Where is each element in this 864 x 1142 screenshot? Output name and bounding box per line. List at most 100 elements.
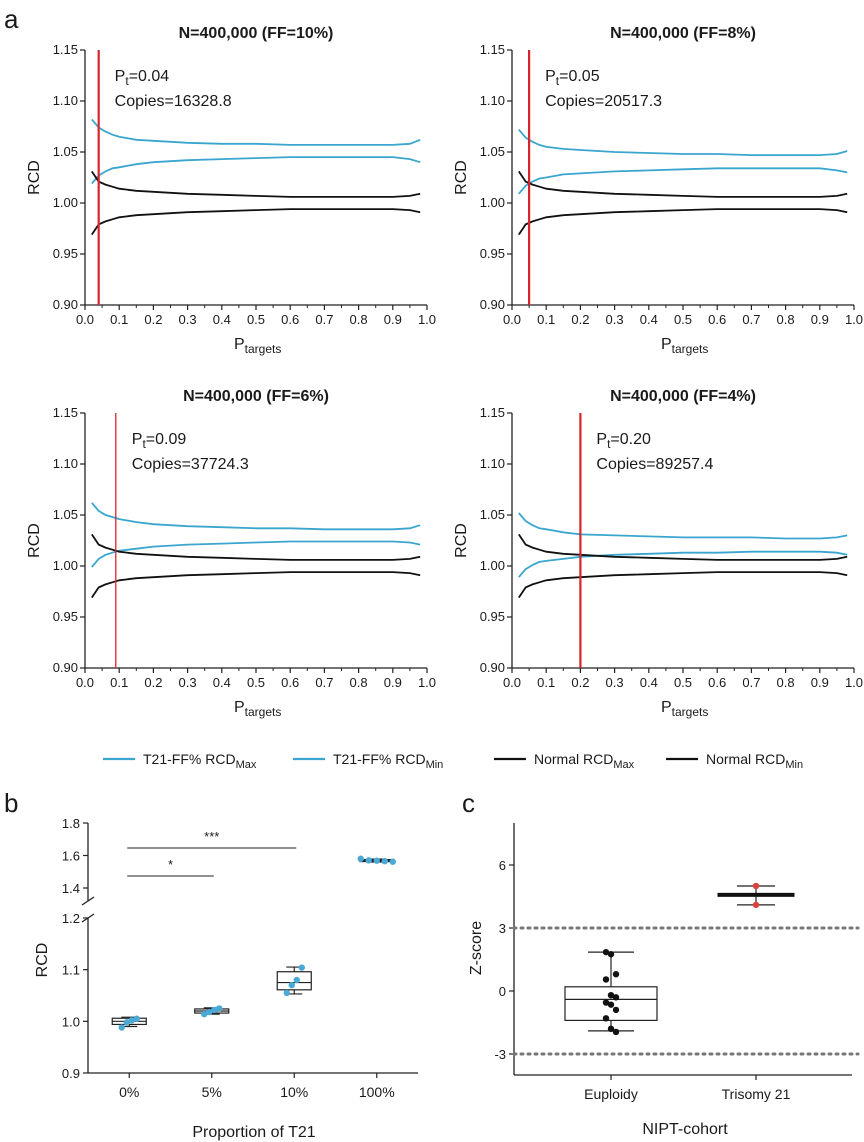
data-point [607,951,615,958]
x-tick-label: 0% [119,1084,139,1100]
pt-annotation: Pt=0.04 [115,68,170,88]
data-point [201,1010,208,1018]
data-point [612,994,620,1001]
series-line-t21-max [518,512,848,540]
panel-label-c: c [462,788,475,818]
series-line-normal-min [91,571,421,599]
legend: T21-FF% RCDMax T21-FF% RCDMin Normal RCDMa… [103,751,803,771]
x-tick-label: 0.1 [110,675,128,690]
y-tick-label: 1.10 [53,93,78,108]
y-tick-label: 6 [499,858,506,873]
x-tick-label: 0.2 [144,675,162,690]
series-line-t21-max [91,502,421,531]
data-point [389,858,396,865]
x-tick-label: Trisomy 21 [722,1086,791,1102]
data-point [612,1006,620,1014]
y-tick-label: 1.10 [53,456,78,471]
x-tick-label: 0.0 [76,312,94,327]
copies-annotation: Copies=16328.8 [115,93,232,110]
data-point [365,857,372,864]
x-tick-label: 0.3 [179,312,197,327]
line-chart-ff4: N=400,000 (FF=4%) 0.90 0.95 1.00 1.05 1.10 1.1… [453,388,863,719]
y-tick-label: 1.1 [62,963,80,978]
chart-title: N=400,000 (FF=10%) [179,25,334,42]
data-point [607,1025,615,1033]
data-point [216,1005,223,1012]
data-point [602,976,610,983]
axis-break-mark [81,896,95,906]
data-point [298,964,305,971]
x-tick-label: 0.6 [708,312,726,327]
series-line-normal-max [91,170,421,198]
data-point [293,976,300,984]
y-tick-label: 1.05 [480,144,505,159]
box-chart-proportion-t21: 1.4 1.6 1.8 0.9 1.0 1.1 1.2 RCD Proportion of T2… [34,816,418,1141]
data-point [128,1017,135,1024]
y-tick-label: 1.6 [62,849,80,864]
x-tick-label: 0.0 [503,312,521,327]
y-tick-label: -3 [494,1047,506,1062]
box-chart-nipt-cohort: -3 0 3 6 Z-score NIPT-cohort Euploidy Trisomy 2… [468,823,860,1138]
x-tick-label: 1.0 [418,312,436,327]
series-line-t21-min [91,156,421,185]
x-axis-label: Proportion of T21 [192,1124,315,1141]
x-tick-label: 0.2 [571,675,589,690]
y-tick-label: 0.90 [480,660,505,675]
y-axis-label: RCD [26,523,43,558]
y-tick-label: 0.90 [53,297,78,312]
x-tick-label: 0.8 [777,675,795,690]
data-point [612,1028,620,1036]
pt-annotation: Pt=0.09 [132,431,187,451]
data-point [283,989,290,997]
x-tick-label: 0.4 [213,312,231,327]
y-tick-label: 1.00 [480,558,505,573]
x-tick-label: 0.6 [281,675,299,690]
x-tick-label: 0.8 [777,312,795,327]
x-tick-label: 0.9 [811,312,829,327]
legend-label: Normal RCDMin [706,751,803,771]
x-tick-label: 0.1 [537,312,555,327]
y-tick-label: 1.00 [53,558,78,573]
series-line-normal-min [518,571,848,599]
chart-title: N=400,000 (FF=8%) [610,25,756,42]
x-axis-label: Ptargets [661,699,708,719]
y-tick-label: 1.00 [480,195,505,210]
data-point [357,855,364,862]
data-point [612,971,620,978]
series-line-normal-max [518,170,848,198]
x-tick-label: 0.8 [350,312,368,327]
data-point [206,1008,213,1016]
x-tick-label: 1.0 [845,312,863,327]
data-point [123,1019,130,1026]
data-point [602,1015,610,1022]
y-axis-label: RCD [453,523,470,558]
x-tick-label: 0.7 [742,675,760,690]
series-line-t21-min [518,167,848,195]
x-tick-label: 0.1 [110,312,128,327]
data-point [607,1001,615,1008]
x-tick-label: 0.0 [503,675,521,690]
y-axis-label: RCD [34,943,51,978]
y-tick-label: 1.15 [480,42,505,57]
series-line-t21-max [91,118,421,146]
significance-label: *** [204,829,219,844]
data-point [118,1024,125,1031]
data-point [381,857,388,865]
legend-label: T21-FF% RCDMax [143,751,257,771]
y-tick-label: 1.4 [62,881,80,896]
y-tick-label: 1.05 [53,507,78,522]
y-tick-label: 1.2 [62,911,80,926]
y-tick-label: 1.10 [480,93,505,108]
panel-label-b: b [4,788,18,818]
legend-label: Normal RCDMax [534,751,635,771]
pt-annotation: Pt=0.05 [545,68,600,88]
y-tick-label: 1.15 [480,405,505,420]
x-axis-label: Ptargets [234,699,281,719]
data-point [211,1006,218,1014]
copies-annotation: Copies=20517.3 [545,93,662,110]
y-tick-label: 0.95 [480,609,505,624]
legend-label: T21-FF% RCDMin [333,751,443,771]
y-tick-label: 1.05 [53,144,78,159]
y-axis-label: Z-score [468,921,485,975]
